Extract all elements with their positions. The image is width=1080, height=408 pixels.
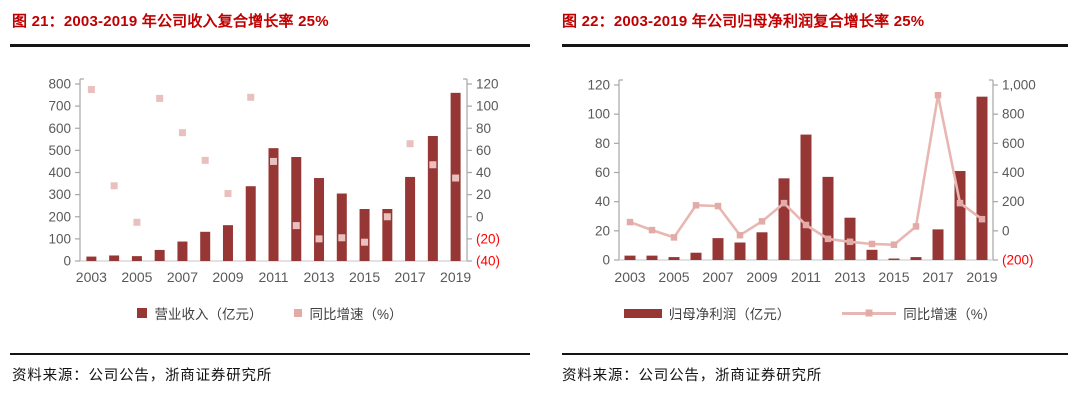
legend-item-growth: 同比增速（%）	[294, 303, 403, 323]
svg-text:2015: 2015	[349, 269, 380, 285]
svg-text:80: 80	[595, 136, 610, 151]
svg-text:500: 500	[48, 143, 71, 158]
legend-label: 归母净利润（亿元）	[668, 307, 791, 322]
title-divider	[562, 44, 1068, 47]
svg-text:2013: 2013	[303, 269, 334, 285]
svg-text:40: 40	[595, 194, 610, 209]
svg-text:2009: 2009	[746, 269, 777, 285]
svg-text:120: 120	[587, 78, 610, 93]
svg-text:60: 60	[476, 143, 491, 158]
revenue-chart-legend: 营业收入（亿元） 同比增速（%）	[0, 303, 540, 323]
svg-text:100: 100	[476, 99, 499, 114]
svg-text:300: 300	[48, 187, 71, 202]
svg-text:2013: 2013	[834, 269, 865, 285]
svg-text:0: 0	[602, 253, 610, 268]
svg-text:2003: 2003	[76, 269, 107, 285]
svg-text:600: 600	[48, 121, 71, 136]
figure-21-title: 图 21：2003-2019 年公司收入复合增长率 25%	[12, 13, 329, 30]
svg-text:200: 200	[48, 209, 71, 224]
legend-label: 同比增速（%）	[903, 307, 997, 322]
title-divider	[10, 44, 530, 47]
net-profit-chart-legend: 归母净利润（亿元） 同比增速（%）	[540, 303, 1080, 323]
svg-text:2017: 2017	[922, 269, 953, 285]
svg-text:1,000: 1,000	[1002, 78, 1036, 93]
svg-text:0: 0	[63, 254, 71, 269]
svg-text:80: 80	[476, 121, 491, 136]
svg-text:800: 800	[48, 77, 71, 92]
svg-text:2007: 2007	[167, 269, 198, 285]
svg-text:(20): (20)	[476, 231, 500, 246]
svg-text:200: 200	[1002, 194, 1025, 209]
svg-text:2005: 2005	[121, 269, 152, 285]
legend-item-growth: 同比增速（%）	[842, 303, 996, 323]
legend-label: 营业收入（亿元）	[154, 307, 263, 322]
panel-revenue: 图 21：2003-2019 年公司收入复合增长率 25% 0 100 200 300…	[0, 13, 540, 384]
legend-item-revenue: 营业收入（亿元）	[137, 303, 262, 323]
svg-text:100: 100	[48, 231, 71, 246]
net-profit-bar-line-chart: 0 20 40 60 80 100 120 (200) 0 200 400 600 800 1,000 20…	[587, 78, 1036, 286]
svg-text:60: 60	[595, 165, 610, 180]
legend-item-net-profit: 归母净利润（亿元）	[623, 303, 791, 323]
svg-text:100: 100	[587, 107, 610, 122]
panel-net-profit: 图 22：2003-2019 年公司归母净利润复合增长率 25% 0 20 40 60…	[540, 0, 1080, 408]
line-marker-swatch-icon	[865, 309, 873, 317]
svg-text:20: 20	[595, 223, 610, 238]
svg-text:600: 600	[1002, 136, 1025, 151]
svg-text:2005: 2005	[658, 269, 689, 285]
footer-divider	[562, 353, 1068, 355]
svg-text:40: 40	[476, 165, 491, 180]
svg-text:2019: 2019	[966, 269, 997, 285]
footer-divider	[10, 353, 530, 355]
svg-text:2017: 2017	[395, 269, 426, 285]
svg-text:(40): (40)	[476, 254, 500, 269]
source-note: 资料来源：公司公告，浙商证券研究所	[12, 368, 273, 384]
svg-text:400: 400	[48, 165, 71, 180]
net-profit-series-swatch-icon	[623, 308, 662, 318]
svg-text:2011: 2011	[258, 269, 288, 285]
svg-text:2007: 2007	[702, 269, 733, 285]
figure-22-title: 图 22：2003-2019 年公司归母净利润复合增长率 25%	[562, 13, 925, 30]
growth-series-swatch-icon	[294, 309, 303, 317]
svg-text:700: 700	[48, 99, 71, 114]
source-note: 资料来源：公司公告，浙商证券研究所	[562, 368, 823, 384]
svg-text:2009: 2009	[212, 269, 243, 285]
svg-text:0: 0	[476, 209, 484, 224]
svg-text:800: 800	[1002, 107, 1025, 122]
svg-text:2011: 2011	[791, 269, 821, 285]
svg-text:400: 400	[1002, 165, 1025, 180]
growth-line-swatch-icon	[842, 309, 897, 317]
svg-text:20: 20	[476, 187, 491, 202]
svg-text:2019: 2019	[440, 269, 471, 285]
svg-text:(200): (200)	[1002, 253, 1034, 268]
svg-text:2003: 2003	[614, 269, 645, 285]
svg-text:0: 0	[1002, 223, 1010, 238]
legend-label: 同比增速（%）	[309, 307, 403, 322]
revenue-bar-chart: 0 100 200 300 400 500 600 700 800 (40) (20) 0 20 40 60…	[48, 77, 500, 286]
revenue-series-swatch-icon	[137, 308, 148, 318]
svg-text:120: 120	[476, 77, 499, 92]
svg-text:2015: 2015	[878, 269, 909, 285]
